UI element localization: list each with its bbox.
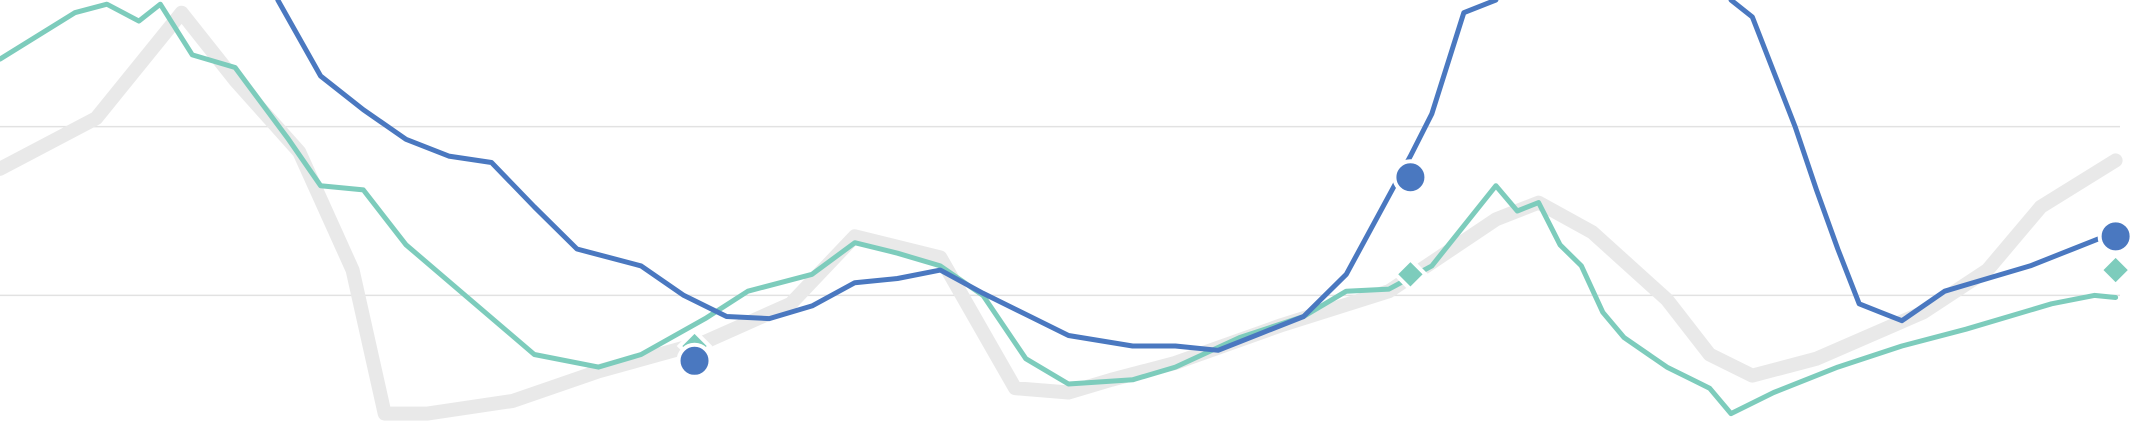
marker-diamond-4: [1392, 256, 1429, 293]
marker-circle-2: [676, 342, 713, 379]
series-line-blue-segment-2: [1728, 0, 2119, 324]
marker-circle-5: [2097, 218, 2134, 255]
marker-diamond-6: [2097, 252, 2134, 288]
series-line-blue: [275, 0, 1499, 353]
marker-layer: [676, 159, 2134, 379]
marker-circle-3: [1392, 159, 1429, 196]
series-line-gray: [0, 5, 2123, 421]
series-line-teal: [0, 1, 2119, 417]
